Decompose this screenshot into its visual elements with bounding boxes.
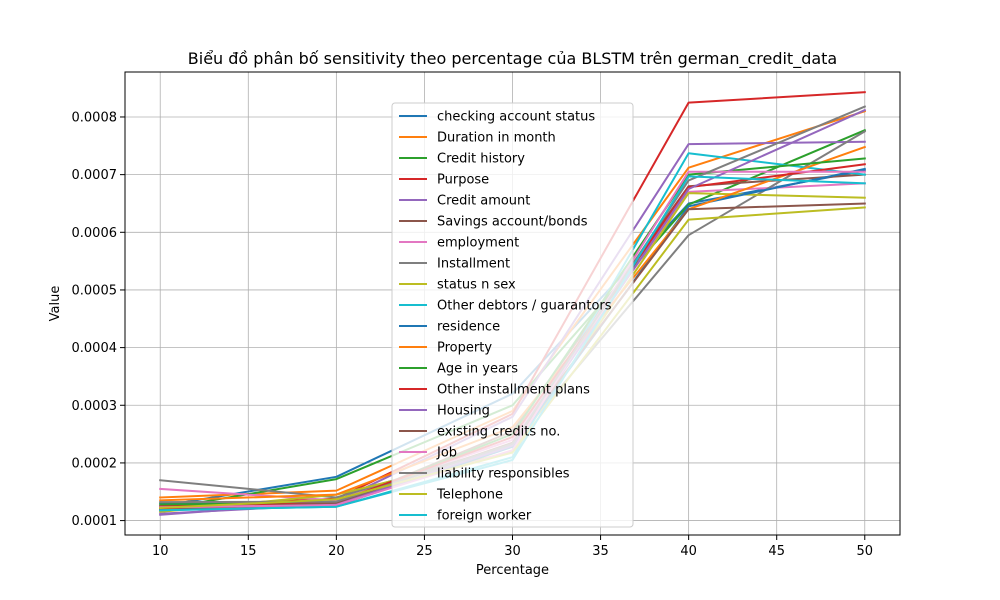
x-tick-label: 50	[856, 544, 873, 559]
legend-label: Purpose	[437, 173, 489, 188]
legend-box	[391, 102, 634, 528]
y-tick-label: 0.0008	[72, 110, 118, 125]
x-axis-label: Percentage	[476, 563, 549, 578]
legend-label: Other debtors / guarantors	[437, 299, 612, 314]
legend-label: Telephone	[436, 488, 503, 503]
legend-label: Housing	[437, 404, 490, 419]
y-tick-label: 0.0003	[72, 399, 118, 414]
y-tick-label: 0.0007	[72, 168, 118, 183]
x-tick-label: 10	[152, 544, 169, 559]
legend-label: Duration in month	[437, 131, 556, 146]
x-tick-label: 40	[680, 544, 697, 559]
x-tick-label: 15	[240, 544, 257, 559]
legend-label: status n sex	[437, 278, 516, 293]
legend-label: checking account status	[437, 110, 595, 125]
legend-label: Credit amount	[437, 194, 530, 209]
legend-label: Property	[437, 341, 492, 356]
legend-label: Installment	[437, 257, 510, 272]
y-tick-label: 0.0001	[72, 514, 118, 529]
legend-label: Savings account/bonds	[437, 215, 588, 230]
legend-label: existing credits no.	[437, 425, 560, 440]
legend: checking account status Duration in month…	[391, 102, 634, 528]
y-tick-label: 0.0002	[72, 456, 118, 471]
y-tick-label: 0.0005	[72, 283, 118, 298]
axis-ticks: 10 15 20 25 30 35 40 45 50 0.0001 0.0002 0.0003 0.00…	[72, 110, 874, 559]
chart-title: Biểu đồ phân bố sensitivity theo percent…	[188, 49, 837, 69]
x-tick-label: 20	[328, 544, 345, 559]
x-tick-label: 35	[592, 544, 609, 559]
x-tick-label: 25	[416, 544, 433, 559]
x-tick-label: 45	[768, 544, 785, 559]
y-tick-label: 0.0004	[72, 341, 118, 356]
legend-label: Job	[436, 446, 457, 461]
legend-label: Credit history	[437, 152, 525, 167]
y-axis-label: Value	[48, 286, 63, 322]
legend-label: foreign worker	[437, 509, 532, 524]
legend-label: Other installment plans	[437, 383, 590, 398]
legend-label: Age in years	[437, 362, 518, 377]
legend-label: liability responsibles	[437, 467, 570, 482]
legend-label: employment	[437, 236, 519, 251]
legend-label: residence	[437, 320, 500, 335]
y-tick-label: 0.0006	[72, 226, 118, 241]
x-tick-label: 30	[504, 544, 521, 559]
